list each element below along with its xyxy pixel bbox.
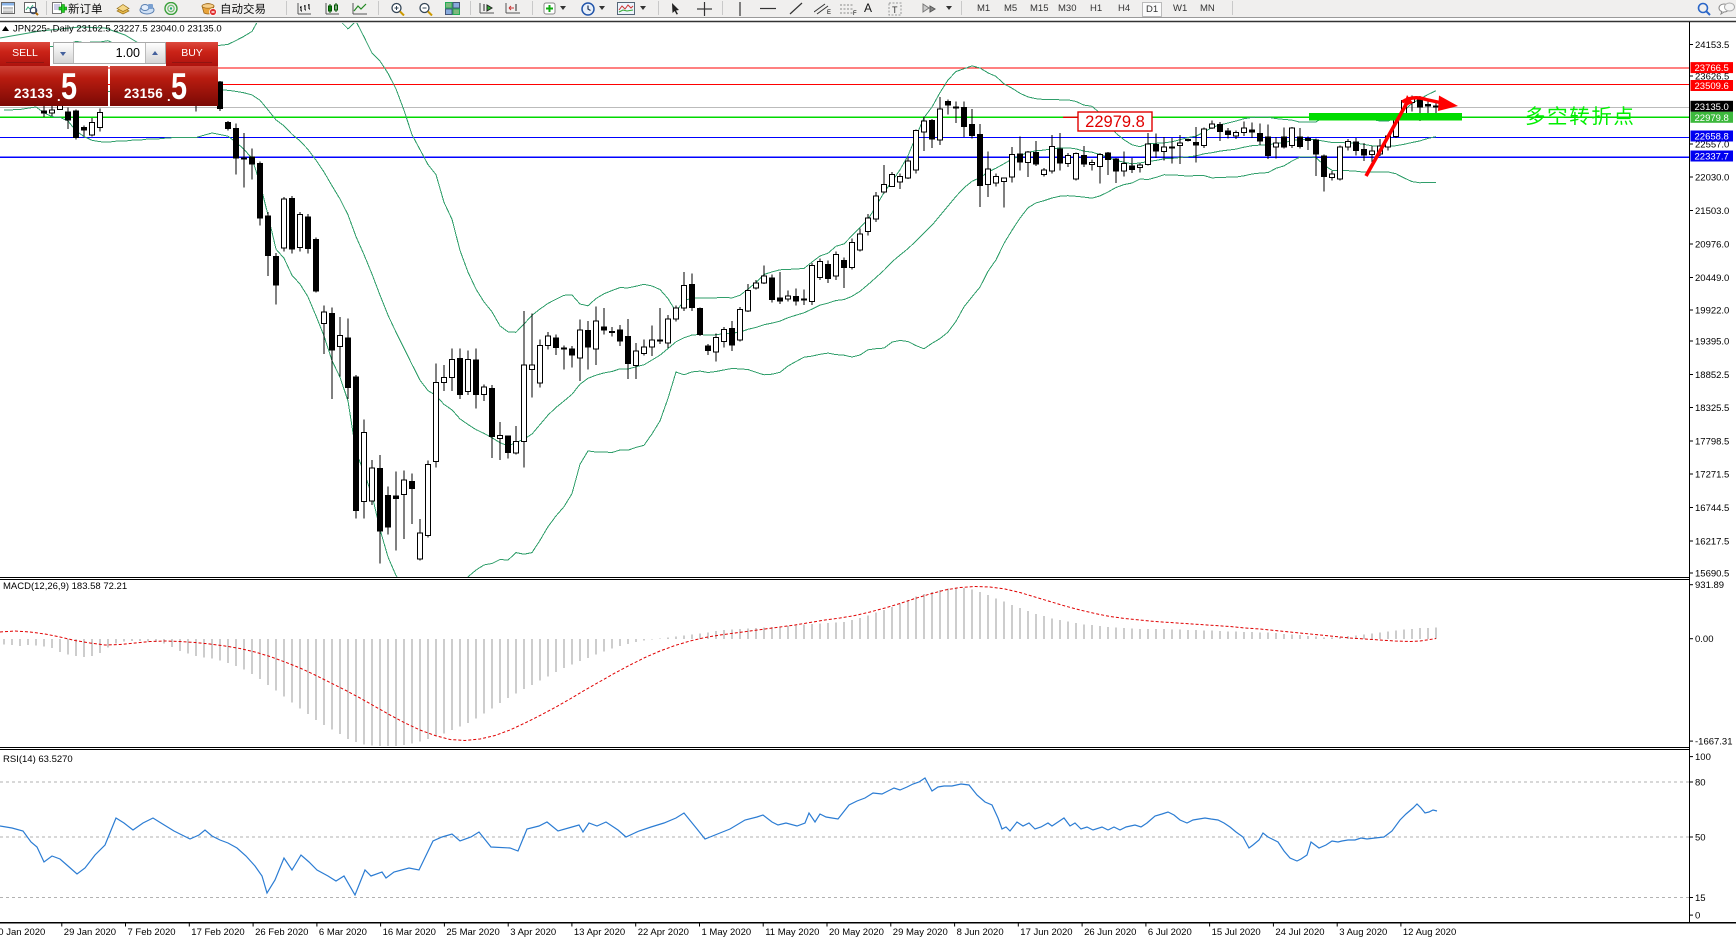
svg-text:12 Aug 2020: 12 Aug 2020: [1403, 927, 1456, 938]
svg-text:RSI(14) 63.5270: RSI(14) 63.5270: [3, 754, 73, 765]
svg-text:-1667.31: -1667.31: [1695, 737, 1733, 748]
svg-text:11 May 2020: 11 May 2020: [765, 927, 819, 938]
svg-text:16 Mar 2020: 16 Mar 2020: [383, 927, 436, 938]
svg-text:18852.5: 18852.5: [1695, 370, 1729, 381]
svg-text:0: 0: [1695, 911, 1700, 922]
svg-text:29 Jan 2020: 29 Jan 2020: [64, 927, 116, 938]
svg-text:22337.7: 22337.7: [1695, 152, 1729, 163]
svg-text:931.89: 931.89: [1695, 580, 1724, 591]
svg-text:24 Jul 2020: 24 Jul 2020: [1275, 927, 1324, 938]
svg-text:22 Apr 2020: 22 Apr 2020: [638, 927, 689, 938]
svg-text:16217.5: 16217.5: [1695, 536, 1729, 547]
svg-text:6 Mar 2020: 6 Mar 2020: [319, 927, 367, 938]
svg-text:8 Jun 2020: 8 Jun 2020: [957, 927, 1004, 938]
svg-text:21503.0: 21503.0: [1695, 206, 1729, 217]
svg-text:0.00: 0.00: [1695, 634, 1714, 645]
svg-text:80: 80: [1695, 777, 1706, 788]
svg-text:24153.5: 24153.5: [1695, 40, 1729, 51]
svg-text:25 Mar 2020: 25 Mar 2020: [446, 927, 499, 938]
svg-text:22557.0: 22557.0: [1695, 139, 1729, 150]
svg-text:22658.8: 22658.8: [1695, 132, 1729, 143]
svg-text:23626.5: 23626.5: [1695, 71, 1729, 82]
svg-text:MACD(12,26,9) 183.58 72.21: MACD(12,26,9) 183.58 72.21: [3, 581, 127, 592]
svg-text:20 May 2020: 20 May 2020: [829, 927, 884, 938]
svg-text:22030.0: 22030.0: [1695, 172, 1729, 183]
svg-text:E: E: [827, 10, 831, 15]
svg-text:29 May 2020: 29 May 2020: [893, 927, 948, 938]
svg-text:7 Feb 2020: 7 Feb 2020: [128, 927, 176, 938]
svg-text:3 Aug 2020: 3 Aug 2020: [1339, 927, 1387, 938]
svg-text:20449.0: 20449.0: [1695, 273, 1729, 284]
svg-text:23135.0: 23135.0: [1695, 102, 1729, 113]
svg-text:26 Jun 2020: 26 Jun 2020: [1084, 927, 1136, 938]
svg-text:22979.8: 22979.8: [1695, 113, 1729, 124]
svg-text:20 Jan 2020: 20 Jan 2020: [0, 927, 45, 938]
svg-text:20976.0: 20976.0: [1695, 239, 1729, 250]
svg-text:16744.5: 16744.5: [1695, 503, 1729, 514]
svg-text:15: 15: [1695, 893, 1706, 904]
svg-text:23766.5: 23766.5: [1695, 63, 1729, 74]
svg-text:F: F: [853, 11, 857, 15]
svg-text:17 Jun 2020: 17 Jun 2020: [1020, 927, 1072, 938]
svg-text:100: 100: [1695, 752, 1711, 763]
svg-text:18325.5: 18325.5: [1695, 403, 1729, 414]
svg-text:19922.0: 19922.0: [1695, 305, 1729, 316]
svg-text:T: T: [892, 5, 898, 15]
svg-text:50: 50: [1695, 832, 1706, 843]
svg-text:23509.6: 23509.6: [1695, 81, 1729, 92]
svg-text:17 Feb 2020: 17 Feb 2020: [191, 927, 244, 938]
svg-text:19395.0: 19395.0: [1695, 336, 1729, 347]
svg-text:15 Jul 2020: 15 Jul 2020: [1212, 927, 1261, 938]
svg-text:17271.5: 17271.5: [1695, 469, 1729, 480]
svg-text:15690.5: 15690.5: [1695, 568, 1729, 579]
svg-text:3 Apr 2020: 3 Apr 2020: [510, 927, 556, 938]
svg-text:26 Feb 2020: 26 Feb 2020: [255, 927, 308, 938]
svg-text:JPN225-,Daily 23162.5 23227.5: JPN225-,Daily 23162.5 23227.5 23040.0 23…: [13, 24, 222, 35]
svg-text:6 Jul 2020: 6 Jul 2020: [1148, 927, 1192, 938]
svg-text:17798.5: 17798.5: [1695, 436, 1729, 447]
svg-text:1 May 2020: 1 May 2020: [702, 927, 752, 938]
svg-text:22979.8: 22979.8: [1085, 113, 1145, 131]
svg-text:13 Apr 2020: 13 Apr 2020: [574, 927, 625, 938]
